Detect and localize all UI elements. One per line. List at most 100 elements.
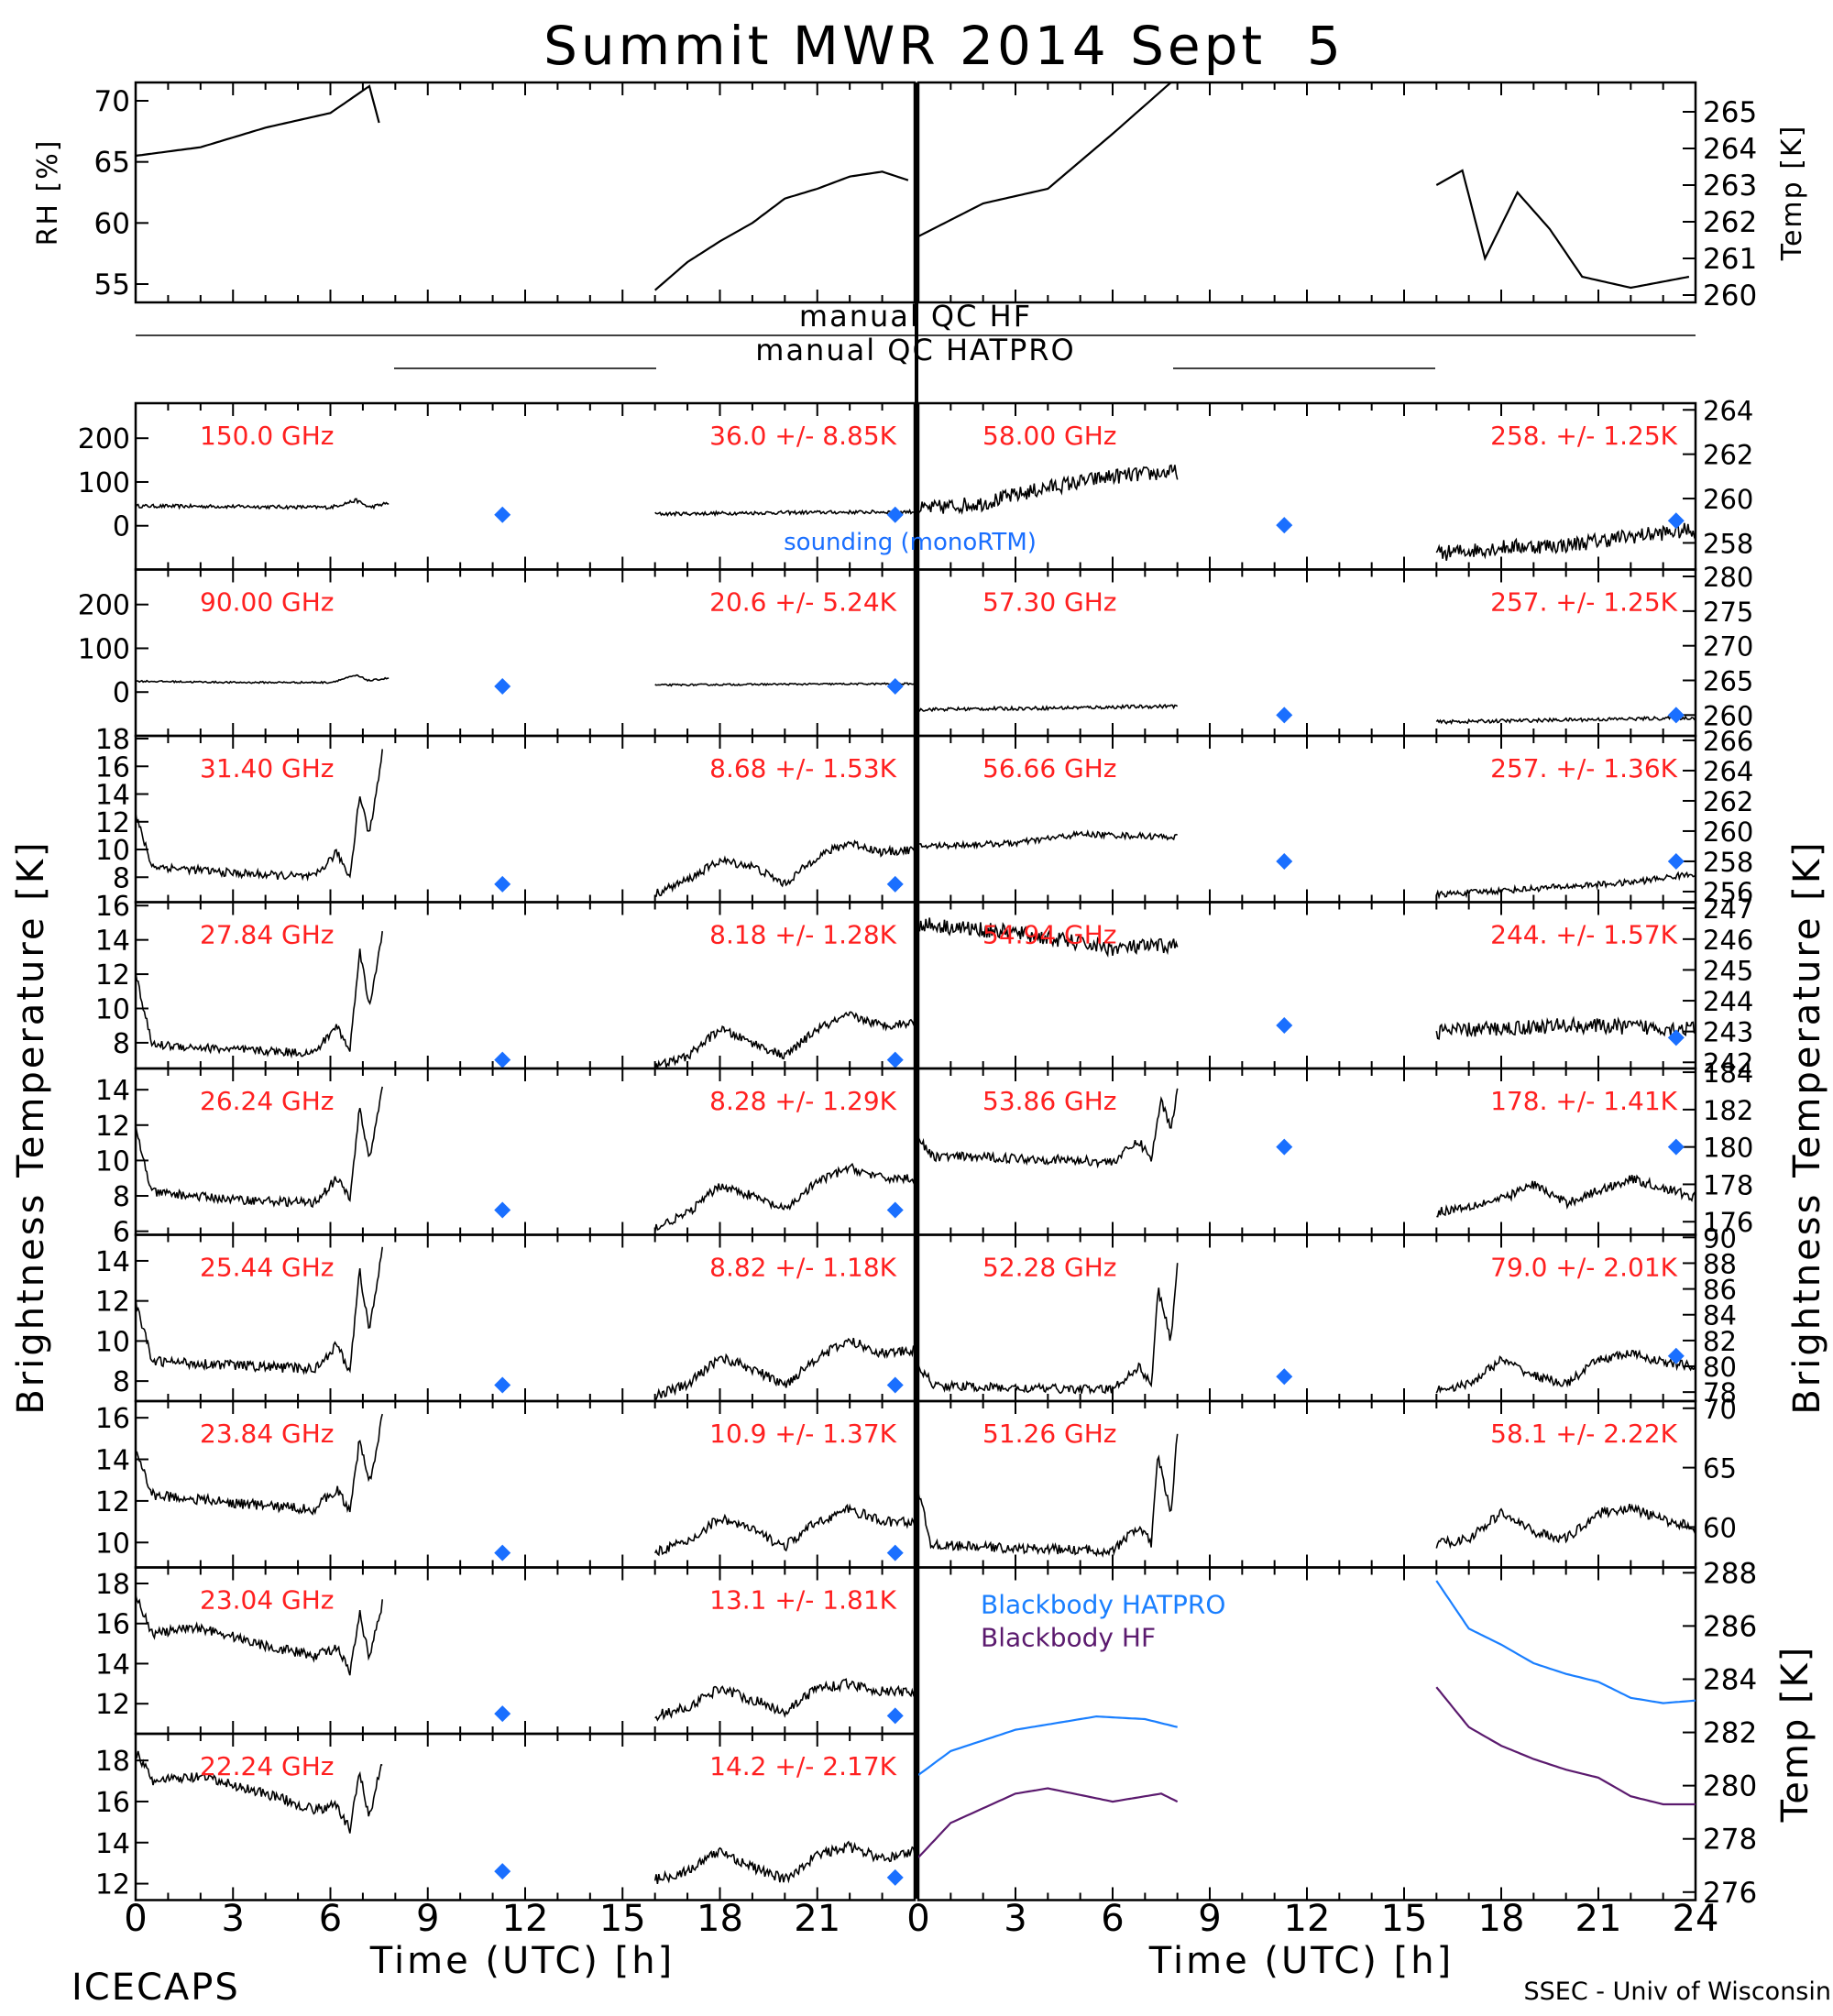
- data-trace: [1435, 1349, 1696, 1394]
- x-tick-label: 0: [124, 1898, 147, 1940]
- data-trace: [917, 1433, 1179, 1558]
- y-tick-label: 14: [95, 1445, 130, 1477]
- data-trace: [653, 1011, 916, 1070]
- x-tick-label: 12: [1284, 1898, 1331, 1940]
- sounding-point: [886, 1201, 904, 1219]
- y-tick-label: 80: [1703, 1352, 1737, 1383]
- y-tick-label: 14: [95, 926, 130, 958]
- y-tick-label: 178: [1703, 1169, 1753, 1200]
- series-line-hf: [1435, 1686, 1696, 1806]
- y-tick-label: 278: [1703, 1824, 1757, 1857]
- data-trace: [917, 828, 1178, 850]
- sounding-point: [494, 1544, 511, 1561]
- y-tick-label: 65: [1703, 1453, 1737, 1485]
- sounding-point: [494, 506, 511, 523]
- frequency-label: 57.30 GHz: [982, 587, 1117, 618]
- y-tick-label: 90: [1703, 1222, 1737, 1254]
- frequency-label: 27.84 GHz: [200, 920, 335, 950]
- y-tick-label: 14: [95, 1828, 130, 1860]
- frequency-label: 54.94 GHz: [982, 920, 1117, 950]
- stats-label: 13.1 +/- 1.81K: [709, 1585, 896, 1616]
- y-tick-label: 180: [1703, 1133, 1753, 1164]
- y-tick-label: 288: [1703, 1557, 1757, 1590]
- x-tick-label: 15: [1381, 1898, 1428, 1940]
- x-tick-label: 24: [1673, 1898, 1719, 1940]
- y-tick-label: 280: [1703, 562, 1753, 593]
- data-trace: [135, 1086, 383, 1209]
- stats-label: 79.0 +/- 2.01K: [1490, 1253, 1677, 1283]
- sounding-point: [886, 678, 904, 696]
- data-trace: [654, 1337, 916, 1401]
- y-tick-label: 0: [113, 677, 130, 709]
- left-y-axis-label: Brightness Temperature [K]: [10, 839, 52, 1414]
- sounding-point: [1276, 1138, 1293, 1156]
- y-tick-label: 16: [95, 1787, 130, 1819]
- sounding-point: [494, 875, 511, 893]
- y-tick-label: 10: [95, 1326, 130, 1358]
- x-tick-label: 21: [1575, 1898, 1622, 1940]
- frequency-label: 52.28 GHz: [982, 1253, 1117, 1283]
- data-trace: [917, 464, 1179, 516]
- y-tick-label: 12: [95, 1689, 130, 1721]
- right-y-axis-label: Brightness Temperature [K]: [1786, 839, 1828, 1414]
- y-axis-label: Temp [K]: [1774, 1646, 1817, 1824]
- data-trace: [654, 1678, 916, 1722]
- data-trace: [653, 1503, 916, 1557]
- y-tick-label: 282: [1703, 1717, 1757, 1750]
- y-tick-label: 10: [95, 994, 130, 1026]
- y-tick-label: 200: [78, 423, 130, 455]
- y-tick-label: 182: [1703, 1095, 1753, 1126]
- footer-left: ICECAPS: [71, 1967, 240, 2009]
- stats-label: 258. +/- 1.25K: [1490, 421, 1677, 451]
- y-tick-label: 284: [1703, 1663, 1757, 1696]
- data-trace: [653, 170, 909, 291]
- data-trace: [917, 703, 1179, 713]
- sounding-point: [1667, 512, 1685, 530]
- y-tick-label: 12: [95, 1111, 130, 1143]
- y-tick-label: 258: [1703, 847, 1753, 878]
- y-tick-label: 70: [94, 85, 130, 118]
- frequency-label: 53.86 GHz: [982, 1086, 1117, 1116]
- data-trace: [1435, 871, 1696, 900]
- y-tick-label: 242: [1703, 1047, 1753, 1079]
- frequency-label: 25.44 GHz: [200, 1253, 335, 1283]
- y-tick-label: 18: [95, 1746, 130, 1778]
- panel-tb-90.00: 0 100 200 90.00 GHz 20.6 +/- 5.24K: [78, 568, 916, 738]
- y-tick-label: 176: [1703, 1207, 1753, 1238]
- y-tick-label: 14: [95, 780, 130, 812]
- y-tick-label: 246: [1703, 925, 1753, 956]
- stats-label: 8.68 +/- 1.53K: [709, 753, 896, 783]
- frequency-label: 31.40 GHz: [200, 753, 335, 783]
- data-trace: [1436, 1174, 1696, 1218]
- sounding-point: [1667, 1347, 1685, 1364]
- panel-frame: [134, 81, 916, 304]
- x-tick-label: 18: [1478, 1898, 1525, 1940]
- y-tick-label: 247: [1703, 893, 1753, 925]
- sounding-point: [494, 1376, 511, 1394]
- data-trace: [1435, 715, 1696, 726]
- y-tick-label: 8: [113, 1181, 130, 1213]
- x-tick-label: 15: [599, 1898, 646, 1940]
- stats-label: 20.6 +/- 5.24K: [709, 587, 896, 618]
- panel-blackbody: 276 278 280 282 284 286 288 Blackbody HATPROBla…: [916, 1557, 1817, 1910]
- y-axis-label: RH [%]: [32, 139, 64, 247]
- data-trace: [135, 931, 383, 1059]
- x-axis-label-left: Time (UTC) [h]: [369, 1940, 675, 1982]
- frequency-label: 26.24 GHz: [200, 1086, 335, 1116]
- y-tick-label: 261: [1703, 243, 1757, 276]
- data-trace: [135, 84, 380, 158]
- footer-right: SSEC - Univ of Wisconsin: [1524, 1978, 1831, 2006]
- panel-met-rh: 55 60 65 70 RH [%]: [32, 81, 916, 304]
- sounding-point: [1276, 707, 1293, 724]
- x-tick-label: 0: [906, 1898, 929, 1940]
- legend-entry: Blackbody HF: [981, 1623, 1156, 1653]
- stats-label: 244. +/- 1.57K: [1490, 920, 1677, 950]
- x-tick-label: 21: [794, 1898, 840, 1940]
- series-line-hatpro: [917, 1715, 1178, 1776]
- y-tick-label: 262: [1703, 206, 1757, 239]
